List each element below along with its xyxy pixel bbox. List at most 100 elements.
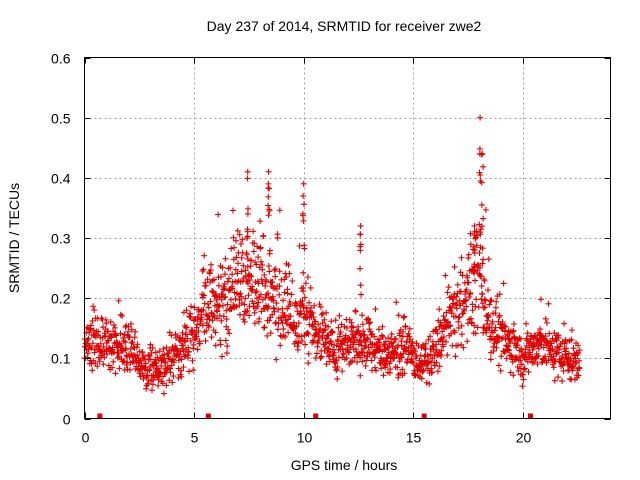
- data-point: [271, 266, 278, 273]
- data-point: [453, 305, 460, 312]
- data-point: [219, 353, 226, 360]
- data-point: [434, 368, 441, 375]
- data-point: [323, 361, 330, 368]
- data-point: [299, 337, 306, 344]
- data-point: [184, 354, 191, 361]
- data-point: [488, 297, 495, 304]
- data-point: [261, 271, 268, 278]
- data-point: [188, 303, 195, 310]
- data-point: [519, 383, 526, 390]
- data-point: [270, 305, 277, 312]
- data-point: [551, 377, 558, 384]
- data-point: [474, 324, 481, 331]
- data-point: [523, 320, 530, 327]
- data-point: [471, 222, 478, 229]
- data-point: [359, 312, 366, 319]
- data-point: [271, 308, 278, 315]
- data-point: [555, 374, 562, 381]
- data-point: [247, 263, 254, 270]
- data-point: [375, 326, 382, 333]
- data-point: [194, 313, 201, 320]
- data-point: [192, 336, 199, 343]
- data-point: [165, 350, 172, 357]
- data-point: [248, 273, 255, 280]
- data-point: [440, 343, 447, 350]
- data-point: [139, 349, 146, 356]
- data-point: [122, 345, 129, 352]
- data-point: [305, 331, 312, 338]
- data-point: [345, 348, 352, 355]
- data-point: [168, 347, 175, 354]
- y-tick-labels: 0 0.1 0.2 0.3 0.4 0.5 0.6: [51, 51, 71, 428]
- data-point: [190, 341, 197, 348]
- data-point: [238, 293, 245, 300]
- data-point: [518, 361, 525, 368]
- data-point: [227, 264, 234, 271]
- data-point: [372, 306, 379, 313]
- data-point: [408, 356, 415, 363]
- data-point: [395, 312, 402, 319]
- data-point: [371, 333, 378, 340]
- data-point: [332, 317, 339, 324]
- data-point: [238, 254, 245, 261]
- data-point: [238, 268, 245, 275]
- data-point: [209, 288, 216, 295]
- data-point: [362, 362, 369, 369]
- data-point: [162, 359, 169, 366]
- data-point: [232, 266, 239, 273]
- data-point: [243, 251, 250, 258]
- data-point: [200, 292, 207, 299]
- data-point: [352, 307, 359, 314]
- data-point: [202, 282, 209, 289]
- data-point: [454, 281, 461, 288]
- data-point: [105, 337, 112, 344]
- data-point: [282, 333, 289, 340]
- data-point: [147, 356, 154, 363]
- data-point: [170, 373, 177, 380]
- y-tick-label: 0.1: [51, 351, 71, 367]
- data-point: [187, 314, 194, 321]
- data-point: [206, 270, 213, 277]
- data-point: [317, 354, 324, 361]
- data-point: [134, 351, 141, 358]
- data-point: [387, 358, 394, 365]
- data-point: [225, 275, 232, 282]
- data-point: [218, 317, 225, 324]
- data-point: [380, 333, 387, 340]
- data-point: [224, 301, 231, 308]
- data-point: [241, 311, 248, 318]
- data-point: [215, 282, 222, 289]
- data-point: [391, 355, 398, 362]
- data-point: [128, 326, 135, 333]
- data-point: [245, 292, 252, 299]
- data-point: [550, 353, 557, 360]
- data-point: [342, 332, 349, 339]
- data-point: [248, 257, 255, 264]
- data-point: [333, 367, 340, 374]
- data-point: [574, 342, 581, 349]
- data-point: [206, 316, 213, 323]
- data-point: [479, 291, 486, 298]
- data-point: [305, 360, 312, 367]
- data-point: [463, 286, 470, 293]
- data-point: [556, 346, 563, 353]
- data-point: [250, 248, 257, 255]
- data-point: [402, 323, 409, 330]
- data-point: [121, 358, 128, 365]
- data-point: [183, 324, 190, 331]
- data-point: [319, 335, 326, 342]
- gap-marker: [97, 413, 103, 419]
- data-point: [205, 304, 212, 311]
- data-point: [236, 296, 243, 303]
- data-point: [563, 345, 570, 352]
- data-point: [310, 338, 317, 345]
- data-point: [208, 261, 215, 268]
- data-point: [152, 349, 159, 356]
- x-axis-label: GPS time / hours: [291, 457, 398, 473]
- data-point: [295, 320, 302, 327]
- data-point: [348, 328, 355, 335]
- data-point: [320, 327, 327, 334]
- data-point: [223, 316, 230, 323]
- data-point: [479, 260, 486, 267]
- data-point: [357, 231, 364, 238]
